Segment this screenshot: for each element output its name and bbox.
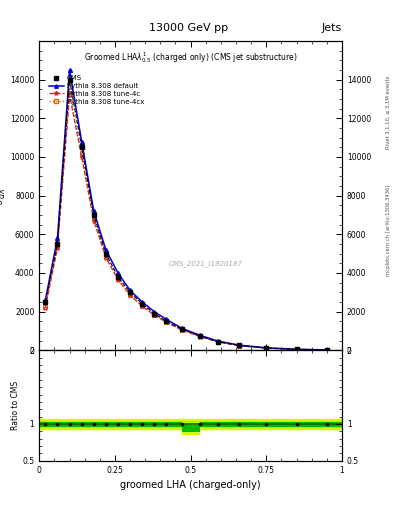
Text: Rivet 3.1.10, ≥ 3.1M events: Rivet 3.1.10, ≥ 3.1M events	[386, 76, 391, 150]
Text: Groomed LHA$\lambda^{1}_{0.5}$ (charged only) (CMS jet substructure): Groomed LHA$\lambda^{1}_{0.5}$ (charged …	[84, 50, 298, 65]
Bar	[39, 419, 342, 429]
Text: 13000 GeV pp: 13000 GeV pp	[149, 23, 228, 33]
Y-axis label: $\frac{1}{\sigma}\frac{d\sigma}{d\lambda}$: $\frac{1}{\sigma}\frac{d\sigma}{d\lambda…	[0, 186, 9, 205]
Y-axis label: Ratio to CMS: Ratio to CMS	[11, 381, 20, 430]
Text: mcplots.cern.ch [arXiv:1306.3436]: mcplots.cern.ch [arXiv:1306.3436]	[386, 185, 391, 276]
Bar	[182, 422, 200, 435]
Bar	[182, 425, 200, 432]
X-axis label: groomed LHA (charged-only): groomed LHA (charged-only)	[120, 480, 261, 490]
Text: Jets: Jets	[321, 23, 342, 33]
Text: CMS_2021_I1920187: CMS_2021_I1920187	[169, 260, 243, 267]
Legend: CMS, Pythia 8.308 default, Pythia 8.308 tune-4c, Pythia 8.308 tune-4cx: CMS, Pythia 8.308 default, Pythia 8.308 …	[49, 75, 144, 104]
Bar	[39, 422, 342, 426]
